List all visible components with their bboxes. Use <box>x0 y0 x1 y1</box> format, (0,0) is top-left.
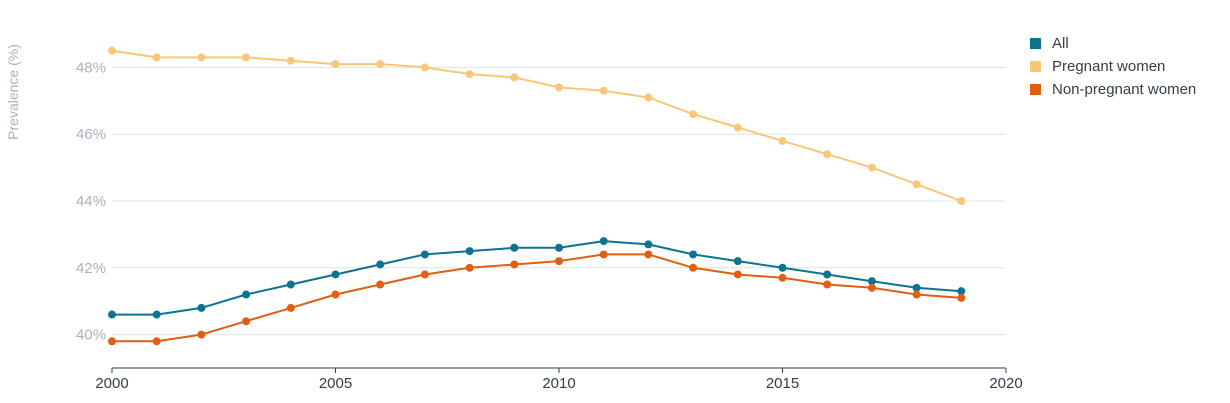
data-point-non-pregnant-women[interactable] <box>108 337 116 346</box>
data-point-pregnant-women[interactable] <box>733 123 742 132</box>
data-point-pregnant-women[interactable] <box>867 163 876 172</box>
data-point-pregnant-women[interactable] <box>152 53 161 62</box>
data-point-all[interactable] <box>733 257 742 266</box>
data-point-all[interactable] <box>286 280 295 289</box>
data-point-pregnant-women[interactable] <box>286 56 295 65</box>
legend-label-non-pregnant-women: Non-pregnant women <box>1052 81 1197 98</box>
data-point-all[interactable] <box>152 310 161 319</box>
x-tick-label: 2000 <box>95 375 128 392</box>
y-tick-label: 42% <box>76 260 106 277</box>
data-point-all[interactable] <box>197 303 206 312</box>
data-point-non-pregnant-women[interactable] <box>555 257 563 266</box>
data-point-all[interactable] <box>867 277 876 286</box>
data-point-all[interactable] <box>108 310 116 319</box>
data-point-non-pregnant-women[interactable] <box>778 273 787 282</box>
legend-label-pregnant-women: Pregnant women <box>1052 58 1166 75</box>
data-point-pregnant-women[interactable] <box>242 53 251 62</box>
data-point-all[interactable] <box>599 237 608 246</box>
y-axis-label: Prevalence (%) <box>5 44 21 140</box>
y-axis-ticks: 40% 42% 44% 46% 48% <box>76 59 106 343</box>
series-pregnant-women <box>108 46 966 205</box>
data-point-pregnant-women[interactable] <box>644 93 653 102</box>
data-point-all[interactable] <box>420 250 429 259</box>
x-tick-label: 2010 <box>542 375 575 392</box>
data-point-all[interactable] <box>331 270 340 279</box>
data-point-non-pregnant-women[interactable] <box>644 250 653 259</box>
data-point-pregnant-women[interactable] <box>331 60 340 69</box>
legend-swatch-non-pregnant-women <box>1030 84 1041 95</box>
data-point-non-pregnant-women[interactable] <box>912 290 921 299</box>
data-point-pregnant-women[interactable] <box>599 86 608 95</box>
data-point-all[interactable] <box>823 270 832 279</box>
data-point-non-pregnant-women[interactable] <box>331 290 340 299</box>
legend-item-all[interactable]: All <box>1030 32 1196 55</box>
data-point-pregnant-women[interactable] <box>912 180 921 189</box>
data-point-non-pregnant-women[interactable] <box>689 263 698 272</box>
legend: All Pregnant women Non-pregnant women <box>1030 32 1196 101</box>
y-tick-label: 48% <box>76 59 106 76</box>
data-point-non-pregnant-women[interactable] <box>286 303 295 312</box>
data-point-non-pregnant-women[interactable] <box>957 293 966 302</box>
data-point-all[interactable] <box>957 287 966 296</box>
data-point-pregnant-women[interactable] <box>689 110 698 119</box>
series-non-pregnant-women <box>108 250 966 346</box>
data-point-all[interactable] <box>376 260 385 269</box>
x-tick-label: 2015 <box>766 375 799 392</box>
data-point-all[interactable] <box>555 243 563 252</box>
x-axis-ticks: 2000 2005 2010 2015 2020 <box>95 368 1023 392</box>
legend-item-non-pregnant-women[interactable]: Non-pregnant women <box>1030 78 1196 101</box>
data-point-non-pregnant-women[interactable] <box>152 337 161 346</box>
data-point-non-pregnant-women[interactable] <box>420 270 429 279</box>
data-point-non-pregnant-women[interactable] <box>465 263 474 272</box>
y-tick-label: 44% <box>76 193 106 210</box>
legend-swatch-pregnant-women <box>1030 61 1041 72</box>
data-point-all[interactable] <box>242 290 251 299</box>
data-point-pregnant-women[interactable] <box>823 150 832 159</box>
data-point-pregnant-women[interactable] <box>957 197 966 205</box>
data-point-non-pregnant-women[interactable] <box>733 270 742 279</box>
series-all <box>108 237 966 319</box>
data-point-non-pregnant-women[interactable] <box>823 280 832 289</box>
data-point-non-pregnant-women[interactable] <box>376 280 385 289</box>
data-point-pregnant-women[interactable] <box>465 70 474 79</box>
data-point-all[interactable] <box>778 263 787 272</box>
series-line-non-pregnant-women <box>112 253 962 343</box>
data-point-all[interactable] <box>644 240 653 249</box>
data-point-all[interactable] <box>912 283 921 292</box>
data-point-non-pregnant-women[interactable] <box>197 330 206 339</box>
legend-item-pregnant-women[interactable]: Pregnant women <box>1030 55 1196 78</box>
gridlines <box>112 66 1006 336</box>
data-point-non-pregnant-women[interactable] <box>510 260 519 269</box>
x-tick-label: 2005 <box>319 375 352 392</box>
data-point-non-pregnant-women[interactable] <box>599 250 608 259</box>
data-point-all[interactable] <box>689 250 698 259</box>
data-point-non-pregnant-women[interactable] <box>867 283 876 292</box>
series-group <box>108 46 966 346</box>
x-tick-label: 2020 <box>989 375 1022 392</box>
data-point-all[interactable] <box>465 247 474 256</box>
data-point-non-pregnant-women[interactable] <box>242 317 251 326</box>
series-line-all <box>112 240 962 316</box>
data-point-pregnant-women[interactable] <box>108 46 116 55</box>
data-point-pregnant-women[interactable] <box>197 53 206 62</box>
legend-label-all: All <box>1052 35 1069 52</box>
data-point-all[interactable] <box>510 243 519 252</box>
y-tick-label: 40% <box>76 327 106 344</box>
legend-swatch-all <box>1030 38 1041 49</box>
data-point-pregnant-women[interactable] <box>778 136 787 145</box>
data-point-pregnant-women[interactable] <box>420 63 429 72</box>
y-tick-label: 46% <box>76 126 106 143</box>
data-point-pregnant-women[interactable] <box>376 60 385 69</box>
data-point-pregnant-women[interactable] <box>555 83 563 92</box>
series-line-pregnant-women <box>111 49 962 202</box>
data-point-pregnant-women[interactable] <box>510 73 519 82</box>
